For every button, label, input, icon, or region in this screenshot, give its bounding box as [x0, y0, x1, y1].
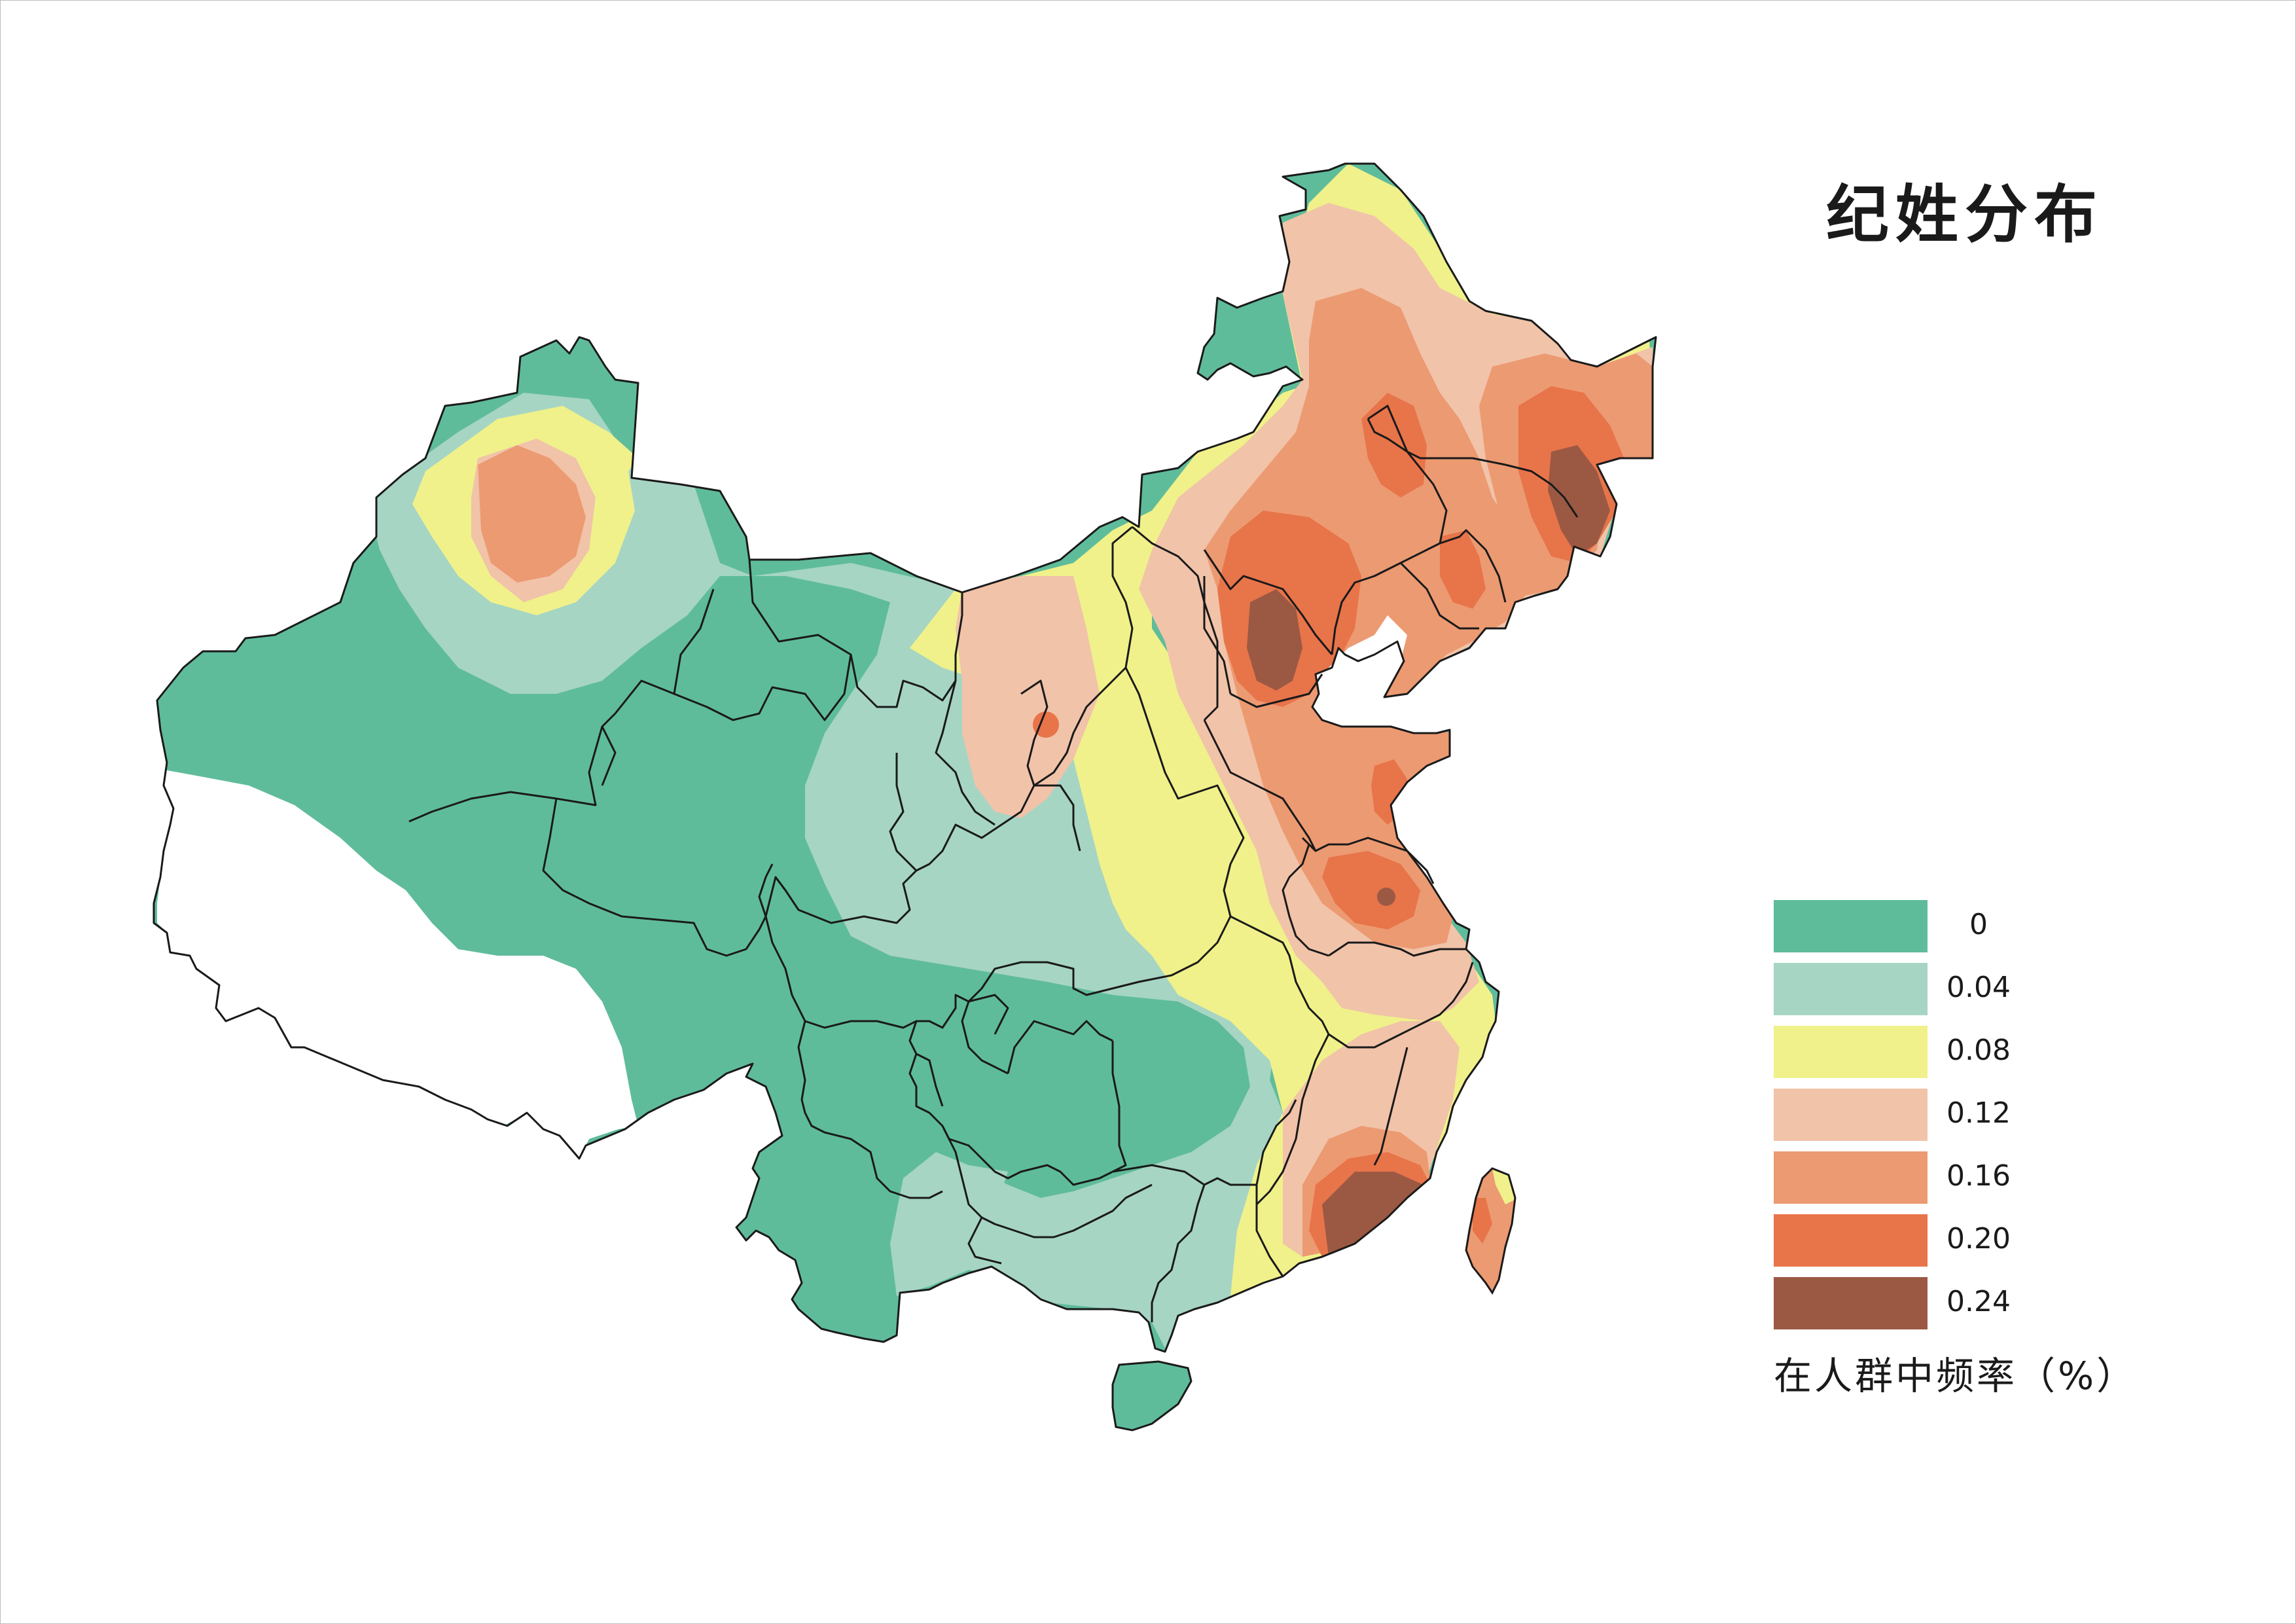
province-borders	[152, 162, 1657, 1353]
legend-item: 0.16	[1774, 1151, 2166, 1214]
legend-label: 0.04	[1946, 971, 2011, 1004]
legend-swatch	[1774, 900, 1928, 952]
legend-item: 0.12	[1774, 1089, 2166, 1151]
legend-label: 0.16	[1946, 1159, 2011, 1193]
legend-label: 0.08	[1946, 1034, 2011, 1067]
legend-item: 0.20	[1774, 1214, 2166, 1277]
legend-item: 0.04	[1774, 963, 2166, 1026]
legend-swatch	[1774, 1151, 1928, 1204]
legend-item: 0.08	[1774, 1026, 2166, 1089]
map-title: 纪姓分布	[1826, 178, 2104, 251]
legend-caption: 在人群中频率（%）	[1774, 1354, 2138, 1398]
legend-swatch	[1774, 1089, 1928, 1141]
legend-item: 0.24	[1774, 1277, 2166, 1340]
legend-swatch	[1774, 963, 1928, 1015]
legend-label: 0	[1969, 908, 1988, 941]
legend-label: 0.12	[1946, 1096, 2011, 1130]
hainan-island	[1111, 1360, 1193, 1432]
legend-label: 0.20	[1946, 1222, 2011, 1255]
no-data-region	[157, 769, 638, 1159]
legend-swatch	[1774, 1214, 1928, 1267]
legend-label: 0.24	[1946, 1285, 2011, 1318]
taiwan-outline	[1465, 1167, 1516, 1295]
legend: 0 0.04 0.08 0.12 0.16 0.20 0.24	[1774, 900, 2166, 1340]
legend-item: 0	[1774, 900, 2166, 963]
legend-swatch	[1774, 1026, 1928, 1078]
legend-swatch	[1774, 1277, 1928, 1329]
